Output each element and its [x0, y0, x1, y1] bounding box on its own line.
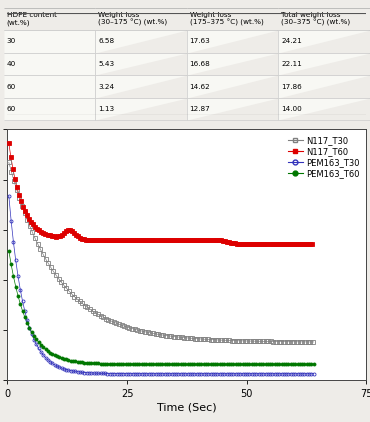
- X-axis label: Time (Sec): Time (Sec): [157, 403, 217, 413]
- Legend: N117_T30, N117_T60, PEM163_T30, PEM163_T60: N117_T30, N117_T60, PEM163_T30, PEM163_T…: [285, 134, 362, 181]
